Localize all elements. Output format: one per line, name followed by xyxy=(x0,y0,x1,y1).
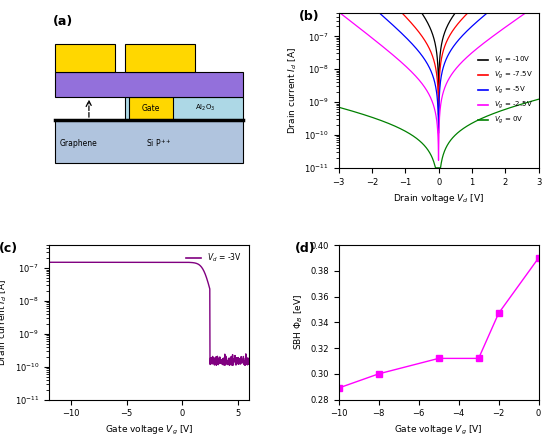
X-axis label: Gate voltage $V_g$ [V]: Gate voltage $V_g$ [V] xyxy=(104,424,193,437)
X-axis label: Gate voltage $V_g$ [V]: Gate voltage $V_g$ [V] xyxy=(394,424,483,437)
Bar xyxy=(125,44,195,72)
Text: Al$_2$O$_3$: Al$_2$O$_3$ xyxy=(195,103,215,114)
Bar xyxy=(55,72,243,97)
Text: Graphene: Graphene xyxy=(60,139,98,147)
Text: (b): (b) xyxy=(299,10,319,23)
Text: Si P$^{++}$: Si P$^{++}$ xyxy=(146,137,172,149)
Text: Source: Source xyxy=(70,54,100,63)
Text: DNTT: DNTT xyxy=(136,80,162,89)
Bar xyxy=(55,44,115,72)
X-axis label: Drain voltage $V_d$ [V]: Drain voltage $V_d$ [V] xyxy=(393,192,484,205)
Bar xyxy=(55,120,243,163)
Y-axis label: Drain current $I_d$ [A]: Drain current $I_d$ [A] xyxy=(0,279,9,366)
Y-axis label: SBH $\Phi_B$ [eV]: SBH $\Phi_B$ [eV] xyxy=(292,294,305,350)
Bar xyxy=(125,97,243,120)
Legend: $V_d$ = -3V: $V_d$ = -3V xyxy=(183,249,245,268)
Text: (d): (d) xyxy=(295,242,316,255)
Text: (a): (a) xyxy=(53,15,73,28)
Text: Gate: Gate xyxy=(141,104,160,113)
Legend: $V_g$ = -10V, $V_g$ = -7.5V, $V_g$ = -5V, $V_g$ = -2.5V, $V_g$ = 0V: $V_g$ = -10V, $V_g$ = -7.5V, $V_g$ = -5V… xyxy=(475,52,535,129)
Text: Drain: Drain xyxy=(149,54,171,63)
Text: (c): (c) xyxy=(0,242,18,255)
Bar xyxy=(129,97,173,120)
Y-axis label: Drain current $I_d$ [A]: Drain current $I_d$ [A] xyxy=(286,47,299,134)
